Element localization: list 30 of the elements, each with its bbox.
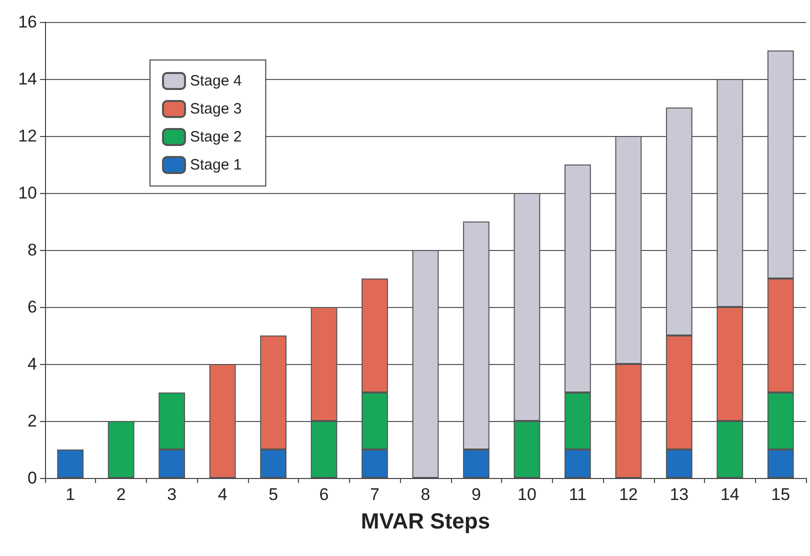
x-tick-label: 5 xyxy=(268,485,278,504)
x-tick-label: 13 xyxy=(670,485,689,504)
bar xyxy=(57,450,84,478)
y-tick-label: 4 xyxy=(28,354,37,374)
legend-label: Stage 3 xyxy=(190,100,242,118)
y-tick-label: 12 xyxy=(18,126,37,146)
x-tick-label: 6 xyxy=(319,485,329,504)
y-tick-label: 0 xyxy=(28,468,37,488)
legend-label: Stage 4 xyxy=(190,72,242,90)
legend-label: Stage 1 xyxy=(190,156,242,174)
x-tick-label: 3 xyxy=(167,485,177,504)
legend-label: Stage 2 xyxy=(190,128,242,146)
x-tick-label: 11 xyxy=(568,485,587,504)
x-tick-label: 1 xyxy=(66,485,76,504)
x-tick-label: 4 xyxy=(218,485,228,504)
x-axis-title: MVAR Steps xyxy=(360,508,490,534)
x-tick-label: 2 xyxy=(116,485,126,504)
x-tick-label: 12 xyxy=(618,485,638,504)
x-tick-label: 14 xyxy=(720,485,740,504)
x-tick-label: 9 xyxy=(472,485,481,504)
x-tick-label: 15 xyxy=(771,485,790,504)
x-tick-label: 10 xyxy=(518,485,536,504)
y-tick-label: 14 xyxy=(18,70,37,88)
x-tick-label: 7 xyxy=(370,485,380,504)
y-tick-label: 16 xyxy=(18,12,37,32)
y-tick-label: 8 xyxy=(28,240,37,260)
y-tick-label: 2 xyxy=(28,412,37,430)
y-tick-label: 10 xyxy=(18,184,37,202)
x-tick-label: 8 xyxy=(420,485,430,504)
y-tick-label: 6 xyxy=(28,298,37,316)
